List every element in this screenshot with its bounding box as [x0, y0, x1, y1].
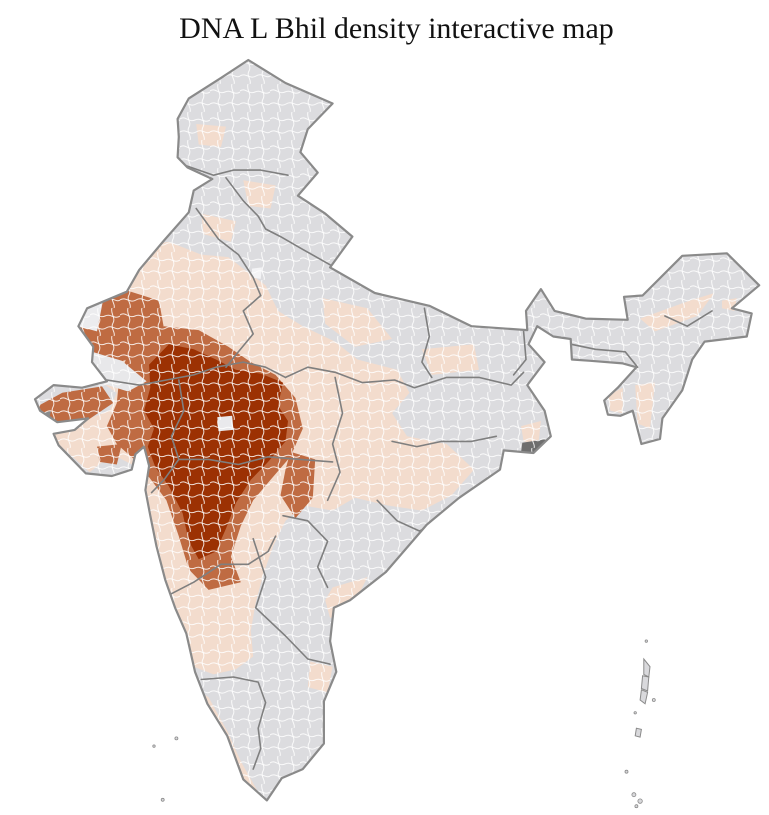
island-dot-9	[160, 797, 165, 802]
island-dot-7	[152, 744, 156, 748]
island-andaman-south[interactable]	[639, 689, 649, 705]
state-border-8	[163, 535, 277, 599]
state-border-1	[225, 177, 331, 266]
state-border-4	[106, 361, 287, 386]
state-border-3	[225, 294, 262, 369]
state-border-0	[175, 161, 289, 176]
island-andaman-middle[interactable]	[640, 675, 650, 692]
island-dot-2	[633, 711, 637, 715]
state-border-10	[200, 676, 267, 770]
state-border-5	[150, 379, 185, 494]
state-border-19	[512, 330, 527, 376]
state-border-12	[391, 435, 498, 448]
state-border-2	[195, 207, 262, 297]
state-border-9	[252, 537, 331, 666]
island-dot-0	[644, 639, 648, 643]
island-dot-5	[637, 798, 643, 804]
state-border-11	[326, 376, 344, 502]
island-dot-4	[631, 792, 637, 798]
india-outline	[33, 58, 761, 802]
island-dot-8	[174, 736, 179, 741]
island-dot-3	[624, 769, 629, 774]
island-little-andaman[interactable]	[634, 727, 642, 738]
state-border-14	[413, 371, 525, 389]
state-border-16	[282, 514, 329, 589]
state-border-18	[664, 310, 713, 328]
island-dot-1	[651, 698, 656, 702]
island-dot-6	[634, 804, 639, 809]
state-border-15	[421, 307, 433, 379]
state-border-7	[284, 366, 416, 389]
state-border-17	[569, 343, 639, 369]
state-border-6	[178, 455, 334, 466]
island-andaman-north[interactable]	[643, 657, 651, 678]
page-title: DNA L Bhil density interactive map	[179, 12, 614, 45]
